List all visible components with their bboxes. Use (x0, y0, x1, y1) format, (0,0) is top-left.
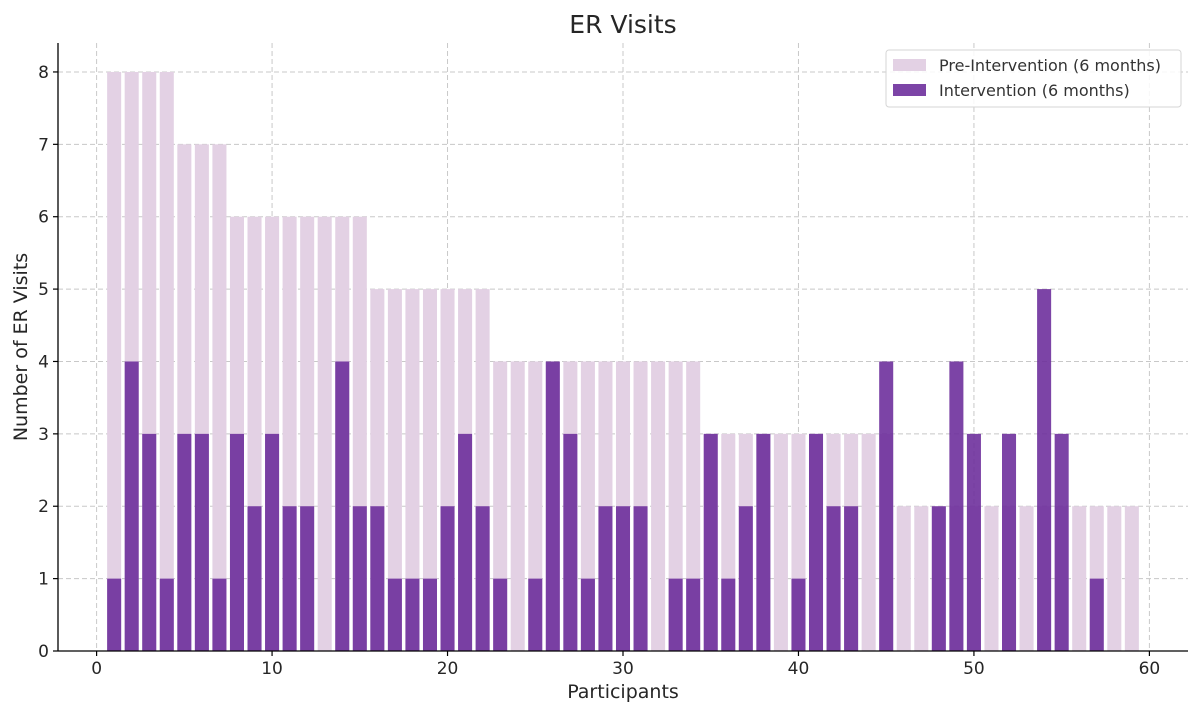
chart-title: ER Visits (569, 10, 676, 39)
intervention-bar (247, 506, 262, 651)
pre-intervention-bar (317, 216, 332, 651)
intervention-bar (493, 578, 508, 651)
legend: Pre-Intervention (6 months) Intervention … (885, 49, 1182, 108)
intervention-bar (212, 578, 227, 651)
intervention-bar (352, 506, 367, 651)
intervention-bar (791, 578, 806, 651)
pre-intervention-bar (159, 71, 174, 651)
intervention-bar (422, 578, 438, 651)
intervention-bar (633, 506, 648, 651)
legend-swatch-intervention (893, 84, 926, 96)
intervention-bar (580, 578, 595, 651)
y-tick-label: 0 (38, 642, 49, 662)
intervention-bar (703, 433, 718, 651)
y-tick-label: 6 (38, 208, 49, 228)
pre-intervention-bar (914, 506, 929, 651)
y-tick-label: 7 (38, 135, 49, 155)
intervention-bar (387, 578, 402, 651)
pre-intervention-bar (984, 506, 999, 651)
intervention-bar (405, 578, 420, 651)
pre-intervention-bar (387, 289, 402, 651)
intervention-bar (194, 433, 209, 651)
y-axis-label: Number of ER Visits (10, 253, 32, 441)
intervention-bar (598, 506, 613, 651)
pre-intervention-bar (1072, 506, 1087, 651)
axes: 0 10 20 30 40 50 60 0 1 2 3 4 5 6 7 8 (38, 43, 1188, 679)
intervention-bar (545, 361, 560, 651)
intervention-bar (124, 361, 139, 651)
pre-intervention-bar (107, 71, 122, 651)
intervention-bar (738, 506, 753, 651)
y-tick-label: 3 (38, 425, 49, 445)
y-tick-label: 1 (38, 570, 49, 590)
pre-intervention-bar (212, 144, 227, 652)
intervention-bar (282, 506, 297, 651)
intervention-bar (756, 433, 771, 651)
intervention-bar (229, 433, 244, 651)
intervention-bar (458, 433, 473, 651)
pre-intervention-bar (1107, 506, 1122, 651)
intervention-bar (1089, 578, 1104, 651)
y-tick-label: 8 (38, 63, 49, 83)
pre-intervention-bar (1019, 506, 1034, 651)
pre-intervention-bar (405, 289, 420, 651)
y-tick-label: 4 (38, 352, 49, 372)
pre-intervention-bar (510, 361, 525, 651)
legend-box (885, 49, 1182, 108)
pre-intervention-bar (896, 506, 911, 651)
pre-intervention-bar (651, 361, 666, 651)
intervention-bar (721, 578, 736, 651)
intervention-bar (949, 361, 964, 651)
intervention-bar (1037, 289, 1052, 651)
pre-intervention-bar (861, 433, 876, 651)
intervention-bar (686, 578, 701, 651)
x-tick-label: 20 (437, 659, 459, 679)
intervention-bars (107, 289, 1104, 651)
intervention-bar (370, 506, 385, 651)
intervention-bar (142, 433, 157, 651)
intervention-bar (440, 506, 455, 651)
x-tick-label: 10 (261, 659, 283, 679)
intervention-bar (966, 433, 981, 651)
intervention-bar (826, 506, 841, 651)
x-tick-label: 50 (963, 659, 985, 679)
intervention-bar (177, 433, 192, 651)
legend-swatch-pre-intervention (893, 59, 926, 71)
intervention-bar (615, 506, 631, 651)
intervention-bar (1054, 433, 1069, 651)
intervention-bar (563, 433, 578, 651)
x-tick-label: 60 (1139, 659, 1161, 679)
x-tick-label: 30 (612, 659, 634, 679)
intervention-bar (808, 433, 824, 651)
intervention-bar (528, 578, 543, 651)
y-tick-label: 2 (38, 497, 49, 517)
intervention-bar (879, 361, 894, 651)
intervention-bar (300, 506, 315, 651)
pre-intervention-bar (773, 433, 788, 651)
intervention-bar (159, 578, 174, 651)
intervention-bar (1002, 433, 1017, 651)
intervention-bar (668, 578, 683, 651)
x-tick-label: 40 (788, 659, 810, 679)
intervention-bar (335, 361, 350, 651)
x-axis-label: Participants (567, 681, 679, 703)
y-tick-label: 5 (38, 280, 49, 300)
intervention-bar (265, 433, 280, 651)
pre-intervention-bar (1124, 506, 1139, 651)
intervention-bar (931, 506, 946, 651)
legend-label-intervention: Intervention (6 months) (939, 81, 1130, 100)
pre-intervention-bar (422, 289, 438, 651)
intervention-bar (475, 506, 490, 651)
intervention-bar (844, 506, 859, 651)
legend-label-pre-intervention: Pre-Intervention (6 months) (939, 56, 1161, 75)
intervention-bar (107, 578, 122, 651)
x-tick-label: 0 (91, 659, 102, 679)
